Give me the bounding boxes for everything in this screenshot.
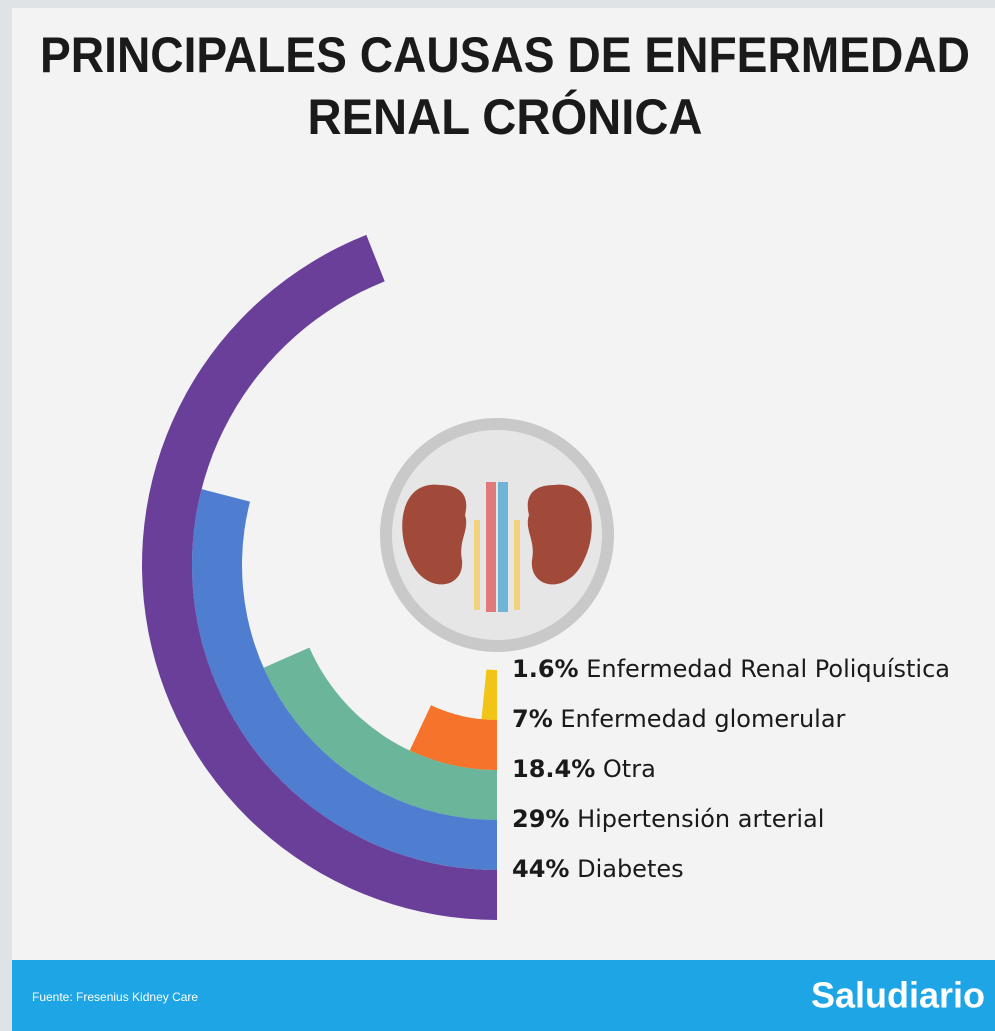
value-label: 1.6% Enfermedad Renal Poliquística [512, 655, 950, 683]
chart-title: RENAL CRÓNICA [308, 89, 703, 145]
page: {"chart_data": {"type": "radial_bar", "t… [0, 0, 995, 1031]
brand: Saludiario [811, 975, 985, 1016]
value-label: 44% Diabetes [512, 855, 684, 883]
value-label: 7% Enfermedad glomerular [512, 705, 846, 733]
source: Fuente: Fresenius Kidney Care [32, 990, 198, 1004]
category-label: Diabetes [577, 855, 684, 883]
chart-title: PRINCIPALES CAUSAS DE ENFERMEDAD [40, 27, 970, 83]
category-label: Otra [603, 755, 656, 783]
value-label: 18.4% Otra [512, 755, 656, 783]
kidney-icon [380, 418, 614, 652]
infographic: PRINCIPALES CAUSAS DE ENFERMEDAD RENAL C… [0, 0, 995, 1031]
category-label: Enfermedad glomerular [560, 705, 845, 733]
value-text: 18.4% [512, 755, 595, 783]
value-text: 7% [512, 705, 553, 733]
value-text: 29% [512, 805, 569, 833]
category-label: Enfermedad Renal Poliquística [586, 655, 950, 683]
value-text: 44% [512, 855, 569, 883]
value-text: 1.6% [512, 655, 579, 683]
category-label: Hipertensión arterial [577, 805, 824, 833]
value-label: 29% Hipertensión arterial [512, 805, 824, 833]
